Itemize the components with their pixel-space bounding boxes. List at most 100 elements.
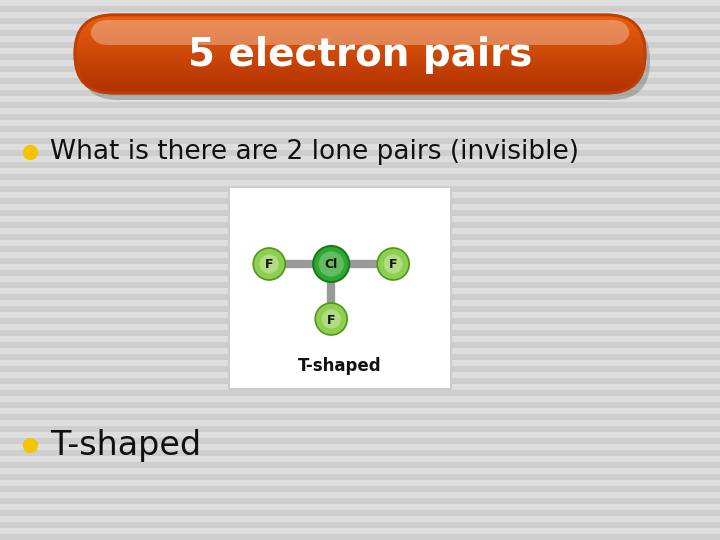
- Bar: [75, 49, 645, 51]
- Bar: [0, 114, 720, 120]
- Bar: [0, 534, 720, 540]
- Bar: [0, 222, 720, 228]
- Bar: [0, 522, 720, 528]
- Bar: [0, 66, 720, 72]
- FancyBboxPatch shape: [75, 15, 645, 93]
- Circle shape: [313, 246, 349, 282]
- Bar: [75, 53, 645, 55]
- Bar: [75, 32, 645, 33]
- Bar: [75, 23, 645, 25]
- Bar: [0, 12, 720, 18]
- Bar: [75, 83, 645, 84]
- Bar: [0, 0, 720, 6]
- Text: Cl: Cl: [325, 259, 338, 272]
- Bar: [75, 38, 645, 40]
- Bar: [0, 30, 720, 36]
- Bar: [0, 378, 720, 384]
- Bar: [75, 55, 645, 57]
- Text: What is there are 2 lone pairs (invisible): What is there are 2 lone pairs (invisibl…: [50, 139, 579, 165]
- Bar: [75, 26, 645, 29]
- Bar: [75, 20, 645, 22]
- Bar: [0, 294, 720, 300]
- Bar: [0, 384, 720, 390]
- Bar: [0, 108, 720, 114]
- Bar: [0, 210, 720, 216]
- Bar: [0, 102, 720, 108]
- Bar: [0, 324, 720, 330]
- Bar: [75, 88, 645, 90]
- Bar: [75, 24, 645, 26]
- Text: T-shaped: T-shaped: [50, 429, 201, 462]
- Bar: [75, 48, 645, 49]
- Bar: [0, 84, 720, 90]
- Bar: [75, 60, 645, 62]
- Bar: [0, 240, 720, 246]
- Bar: [0, 306, 720, 312]
- Bar: [0, 342, 720, 348]
- Bar: [0, 354, 720, 360]
- Bar: [0, 180, 720, 186]
- Bar: [75, 70, 645, 71]
- Bar: [75, 50, 645, 52]
- Bar: [0, 444, 720, 450]
- Bar: [0, 96, 720, 102]
- Bar: [0, 408, 720, 414]
- Bar: [75, 35, 645, 36]
- Bar: [75, 41, 645, 43]
- Bar: [75, 72, 645, 74]
- Circle shape: [322, 309, 341, 329]
- Bar: [75, 37, 645, 39]
- Bar: [75, 71, 645, 73]
- Bar: [0, 300, 720, 306]
- Bar: [0, 330, 720, 336]
- Bar: [0, 36, 720, 42]
- Bar: [0, 48, 720, 54]
- Bar: [0, 90, 720, 96]
- Bar: [0, 186, 720, 192]
- Circle shape: [260, 254, 279, 274]
- Bar: [0, 396, 720, 402]
- Bar: [0, 42, 720, 48]
- Bar: [75, 16, 645, 18]
- Bar: [75, 89, 645, 91]
- Bar: [0, 420, 720, 426]
- Bar: [75, 82, 645, 83]
- Bar: [0, 282, 720, 288]
- Bar: [75, 77, 645, 79]
- Bar: [75, 73, 645, 75]
- Bar: [0, 426, 720, 432]
- Bar: [0, 132, 720, 138]
- Bar: [0, 432, 720, 438]
- Bar: [0, 204, 720, 210]
- Bar: [0, 318, 720, 324]
- Text: 5 electron pairs: 5 electron pairs: [188, 36, 532, 74]
- Bar: [75, 54, 645, 56]
- Bar: [0, 438, 720, 444]
- Bar: [75, 45, 645, 46]
- Bar: [0, 468, 720, 474]
- Bar: [75, 86, 645, 89]
- Bar: [0, 156, 720, 162]
- Bar: [0, 198, 720, 204]
- Bar: [0, 162, 720, 168]
- Bar: [0, 492, 720, 498]
- Bar: [0, 456, 720, 462]
- Bar: [75, 29, 645, 31]
- Bar: [75, 25, 645, 27]
- Circle shape: [384, 254, 402, 274]
- Bar: [75, 68, 645, 70]
- Bar: [75, 64, 645, 66]
- Text: F: F: [389, 259, 397, 272]
- Bar: [0, 120, 720, 126]
- Bar: [0, 18, 720, 24]
- Bar: [0, 486, 720, 492]
- Bar: [75, 51, 645, 53]
- Bar: [75, 22, 645, 23]
- Bar: [0, 402, 720, 408]
- Bar: [0, 60, 720, 66]
- FancyBboxPatch shape: [229, 187, 451, 389]
- Bar: [75, 19, 645, 21]
- Bar: [0, 528, 720, 534]
- Bar: [0, 144, 720, 150]
- FancyBboxPatch shape: [80, 22, 650, 100]
